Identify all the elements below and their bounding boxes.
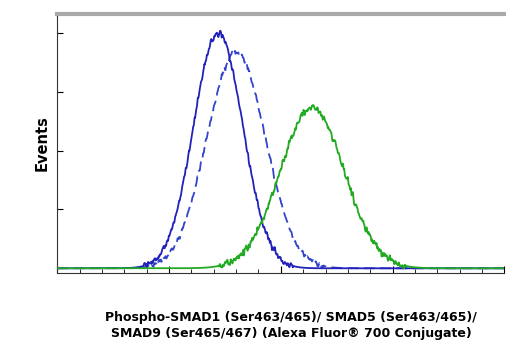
Y-axis label: Events: Events <box>34 116 49 172</box>
Text: Phospho-SMAD1 (Ser463/465)/ SMAD5 (Ser463/465)/
SMAD9 (Ser465/467) (Alexa Fluor®: Phospho-SMAD1 (Ser463/465)/ SMAD5 (Ser46… <box>105 312 477 340</box>
